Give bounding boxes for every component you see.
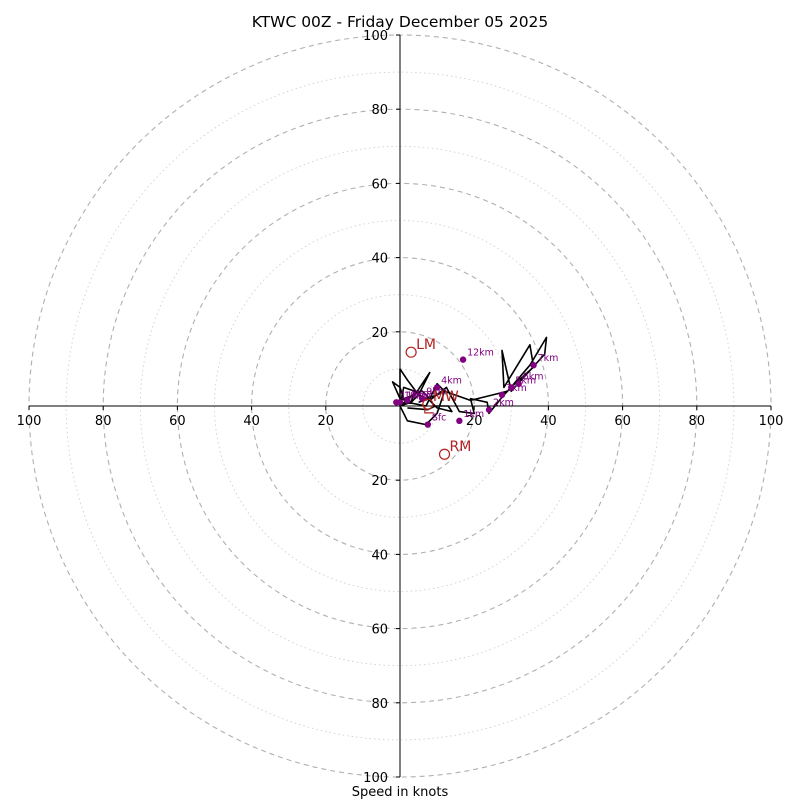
height-marker-label: 12km	[467, 348, 494, 359]
height-marker-point	[459, 356, 467, 363]
height-marker-label: 3km	[506, 383, 527, 394]
storm-motion-label: LM	[416, 337, 436, 353]
x-tick-label: 100	[759, 414, 784, 429]
x-tick-label: 40	[243, 414, 260, 429]
storm-motion-point	[405, 346, 417, 358]
chart-title: KTWC 00Z - Friday December 05 2025	[252, 13, 549, 31]
height-marker-point	[419, 395, 426, 402]
y-tick-label: 100	[363, 29, 388, 44]
x-tick-label: 20	[318, 414, 335, 429]
height-marker-point	[393, 399, 400, 406]
y-tick-label: 20	[371, 326, 388, 341]
height-marker-label: Sfc	[432, 413, 447, 424]
y-tick-label: 20	[371, 474, 388, 489]
y-tick-label: 40	[371, 252, 388, 267]
x-tick-label: 80	[689, 414, 706, 429]
height-marker-point	[456, 417, 463, 425]
height-marker-point	[498, 391, 506, 399]
storm-motion-label: MW	[433, 389, 459, 405]
storm-motion-point	[422, 398, 434, 410]
x-axis-label: Speed in knots	[352, 785, 449, 800]
height-marker-point	[515, 380, 522, 387]
height-marker-label: 2km	[493, 398, 514, 409]
x-tick-label: 20	[466, 414, 483, 429]
axes: 100 80 60 40 20 20 40 60 80 100 100 80 60 40 20 20 40 60 8…	[17, 29, 784, 786]
height-marker-point	[530, 361, 537, 369]
height-marker-point	[424, 421, 432, 428]
height-marker-point	[508, 384, 515, 391]
height-marker-label: 8km	[411, 388, 432, 399]
height-marker-label: 7km	[538, 353, 559, 364]
height-marker-label: 11km	[400, 390, 427, 401]
storm-motion-point	[438, 448, 451, 460]
height-marker-point	[404, 397, 411, 404]
height-marker-label: 9km	[426, 387, 447, 398]
storm-motion-markers: LM RM MW	[405, 337, 472, 460]
y-tick-label: 60	[371, 177, 388, 192]
wind-trace	[391, 336, 548, 426]
x-tick-label: 60	[614, 414, 631, 429]
x-tick-label: 40	[540, 414, 557, 429]
x-tick-label: 100	[17, 414, 42, 429]
y-tick-label: 60	[371, 623, 388, 638]
hodograph-trace-line	[391, 336, 548, 426]
height-marker-label: 6km	[523, 372, 544, 383]
x-tick-label: 80	[95, 414, 112, 429]
y-tick-label: 100	[363, 771, 388, 786]
y-tick-label: 40	[371, 548, 388, 563]
critical-angle-marker	[424, 405, 434, 414]
y-tick-label: 80	[371, 697, 388, 712]
height-marker-point	[433, 384, 441, 391]
x-tick-label: 60	[169, 414, 186, 429]
height-marker-label: 1km	[463, 409, 484, 420]
height-marker-point	[485, 406, 493, 413]
y-tick-label: 80	[371, 103, 388, 118]
height-marker-label: 5km	[515, 375, 536, 386]
height-marker-label: 4km	[441, 375, 462, 386]
storm-motion-label: RM	[450, 439, 472, 455]
height-marker-label: 10km	[404, 390, 431, 401]
